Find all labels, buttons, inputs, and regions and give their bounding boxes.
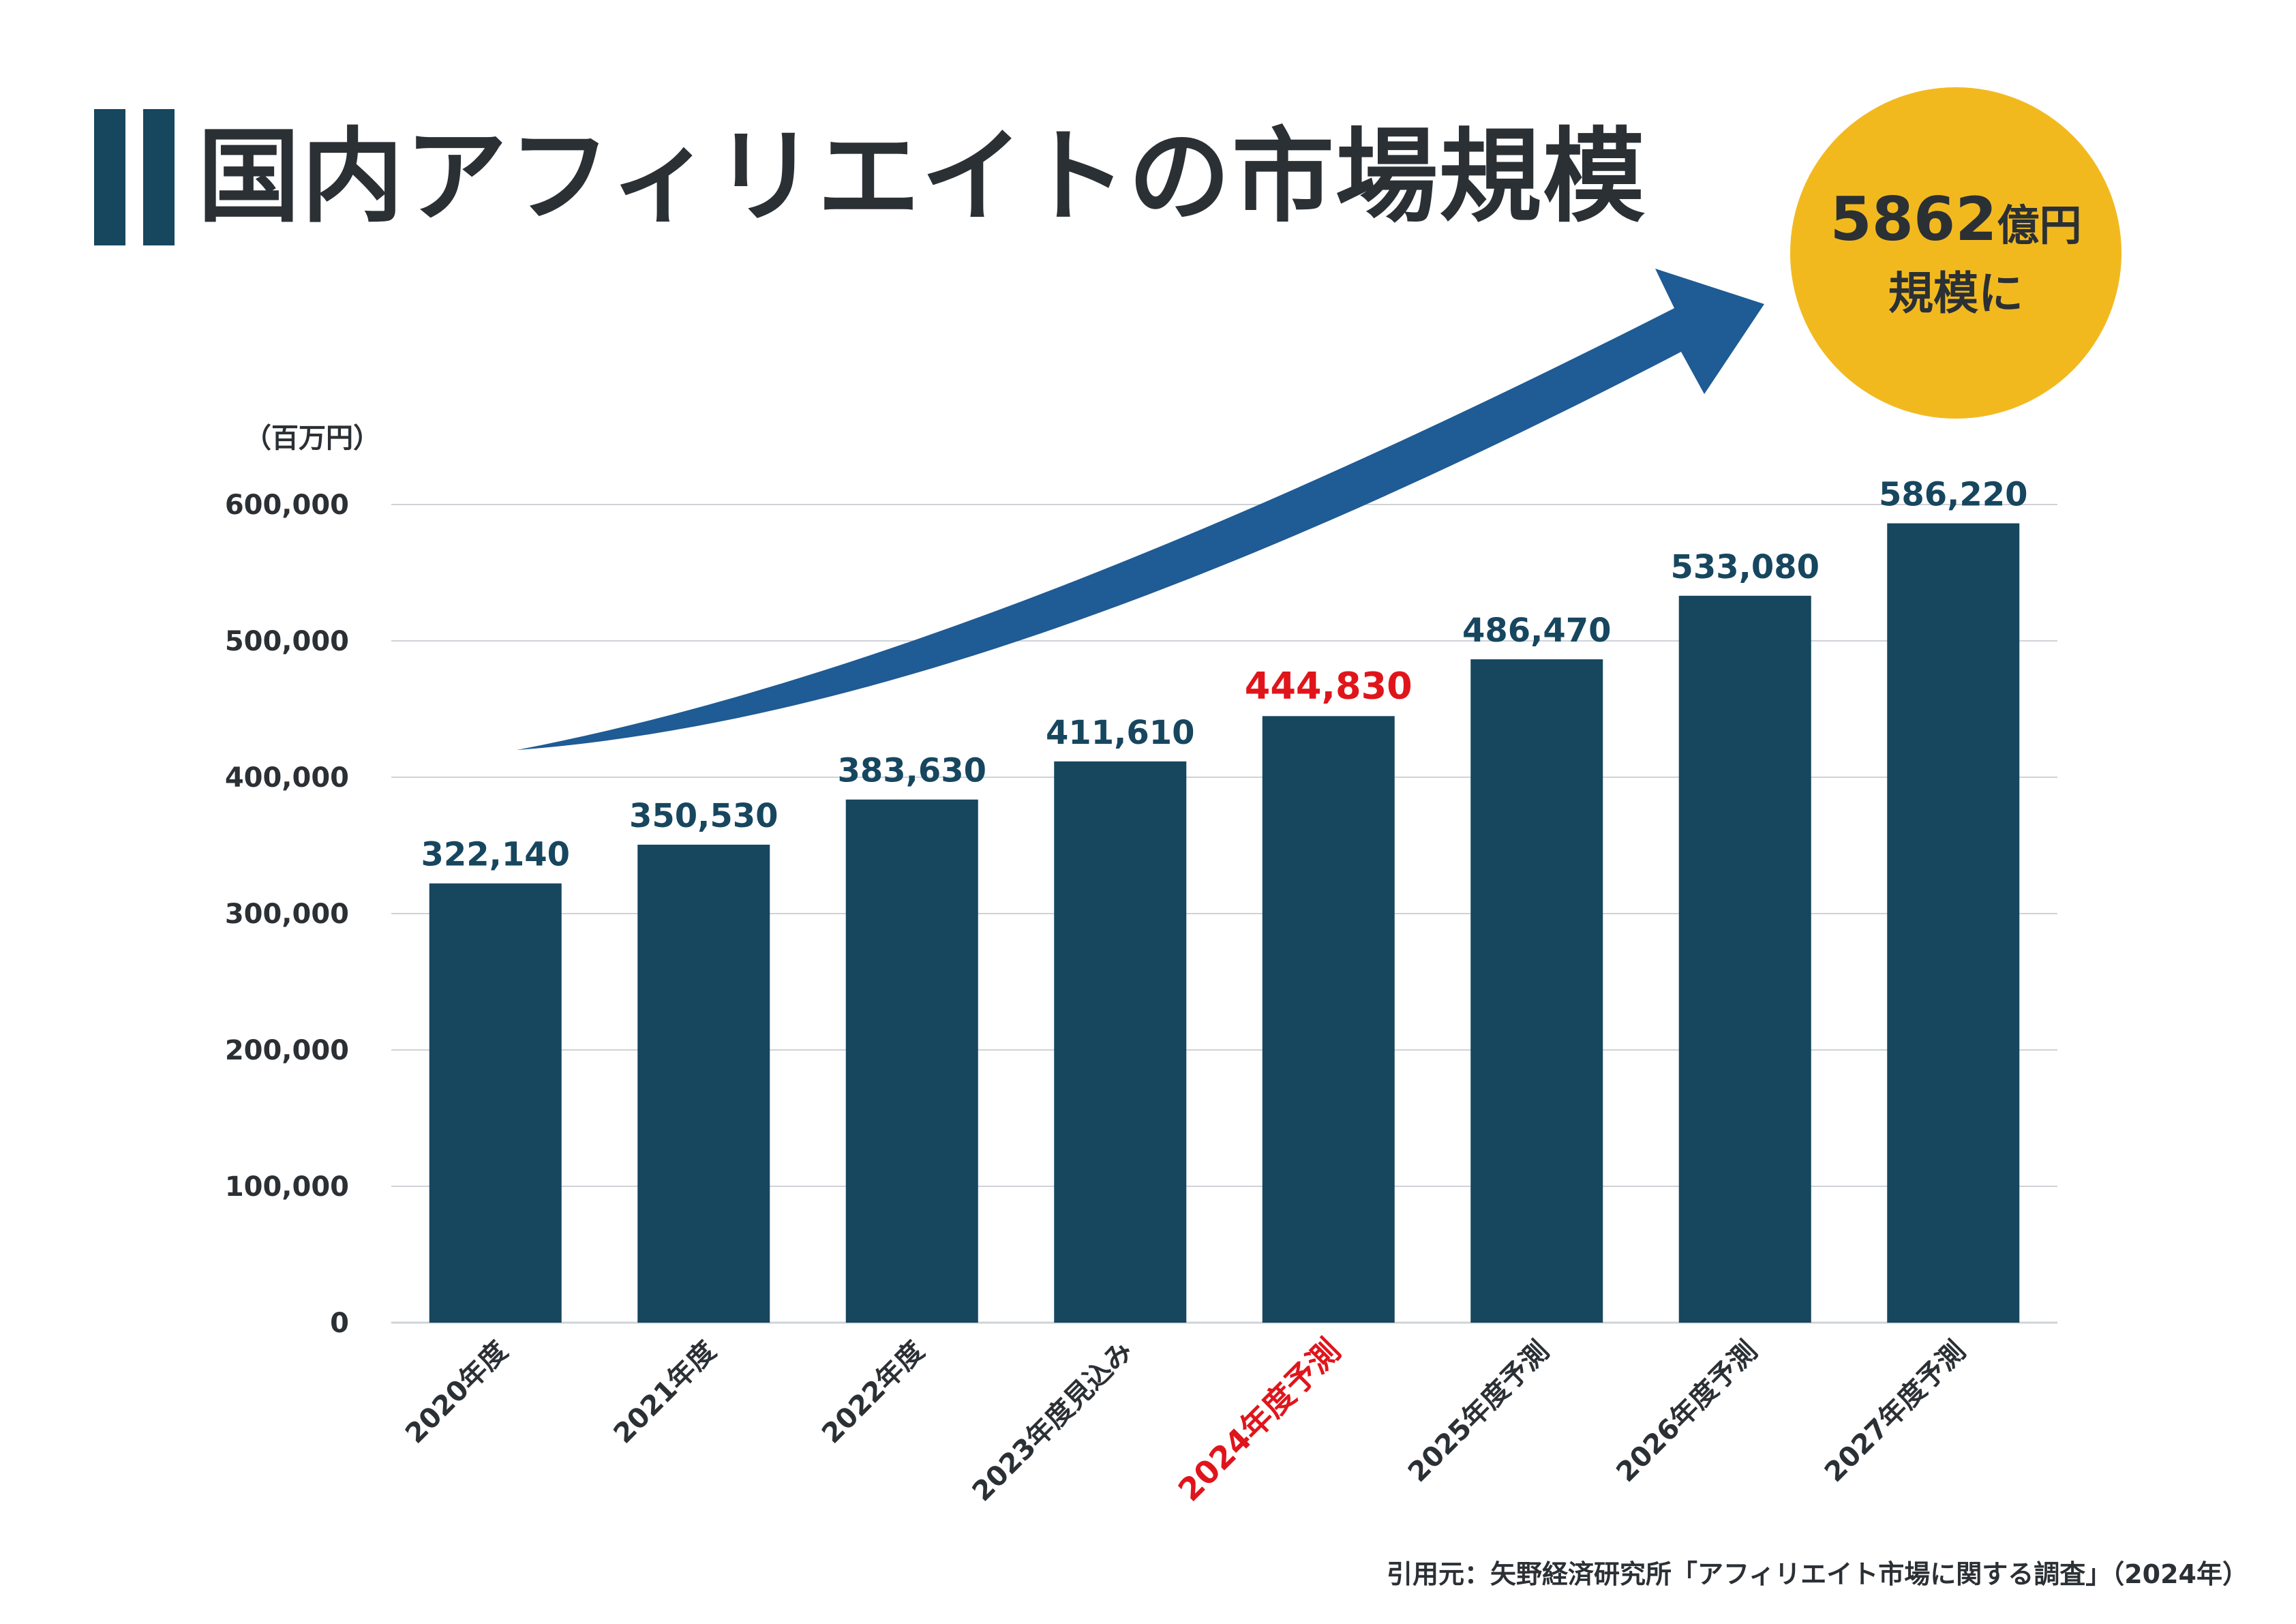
badge-amount-unit: 億円: [1997, 200, 2082, 250]
title-accent-bar: [143, 109, 175, 245]
title-accent-bar: [94, 109, 125, 245]
bar: [1054, 761, 1187, 1323]
bar-value-label: 350,530: [629, 797, 779, 835]
bar-value-label: 322,140: [421, 836, 570, 874]
x-tick-label: 2023年度見込み: [967, 1336, 1139, 1508]
badge-amount-number: 5862: [1830, 183, 1997, 254]
bar-value-label: 586,220: [1879, 476, 2028, 514]
x-tick-label: 2027年度予測: [1819, 1336, 1972, 1488]
y-tick-label: 100,000: [225, 1171, 349, 1203]
x-tick-label: 2022年度: [816, 1336, 931, 1450]
x-tick-label: 2021年度: [608, 1336, 723, 1450]
bar-value-label: 383,630: [837, 752, 986, 790]
forecast-badge: 5862億円 規模に: [1790, 87, 2121, 419]
y-tick-label: 300,000: [225, 899, 349, 930]
y-tick-label: 200,000: [225, 1035, 349, 1066]
source-citation: 引用元：矢野経済研究所「アフィリエイト市場に関する調査」（2024年）: [1386, 1559, 2248, 1589]
value-labels: 322,140 350,530 383,630 411,610 444,830 486,4…: [421, 476, 2027, 874]
bar: [1262, 716, 1395, 1323]
bar: [1470, 659, 1603, 1323]
x-tick-label: 2020年度: [399, 1336, 514, 1450]
y-tick-label: 600,000: [225, 490, 349, 521]
y-tick-label: 0: [330, 1308, 349, 1339]
bar-value-label: 444,830: [1245, 664, 1413, 707]
title-accent-bars: [94, 109, 175, 245]
bar-value-label: 533,080: [1670, 548, 1819, 586]
x-tick-label: 2026年度予測: [1610, 1336, 1763, 1488]
y-tick-label: 500,000: [225, 626, 349, 657]
badge-amount: 5862億円: [1830, 182, 2082, 263]
bar: [637, 844, 770, 1323]
bars: [429, 523, 2020, 1323]
y-axis-unit-label: （百万円）: [244, 423, 380, 454]
x-axis-tick-labels: 2020年度 2021年度 2022年度 2023年度見込み 2024年度予測 2025年…: [399, 1332, 1972, 1509]
bar: [845, 799, 978, 1323]
page-title: 国内アフィリエイトの市場規模: [198, 118, 1647, 237]
bar: [429, 883, 562, 1323]
bar-value-label: 411,610: [1046, 714, 1195, 752]
bar: [1887, 523, 2020, 1323]
x-tick-label: 2025年度予測: [1402, 1336, 1555, 1488]
bar-value-label: 486,470: [1462, 612, 1612, 650]
y-axis-tick-labels: 0 100,000 200,000 300,000 400,000 500,000 600,…: [225, 490, 349, 1339]
badge-caption: 規模に: [1888, 267, 2023, 320]
y-tick-label: 400,000: [225, 762, 349, 794]
bar: [1678, 595, 1811, 1323]
x-tick-label: 2024年度予測: [1171, 1332, 1348, 1509]
